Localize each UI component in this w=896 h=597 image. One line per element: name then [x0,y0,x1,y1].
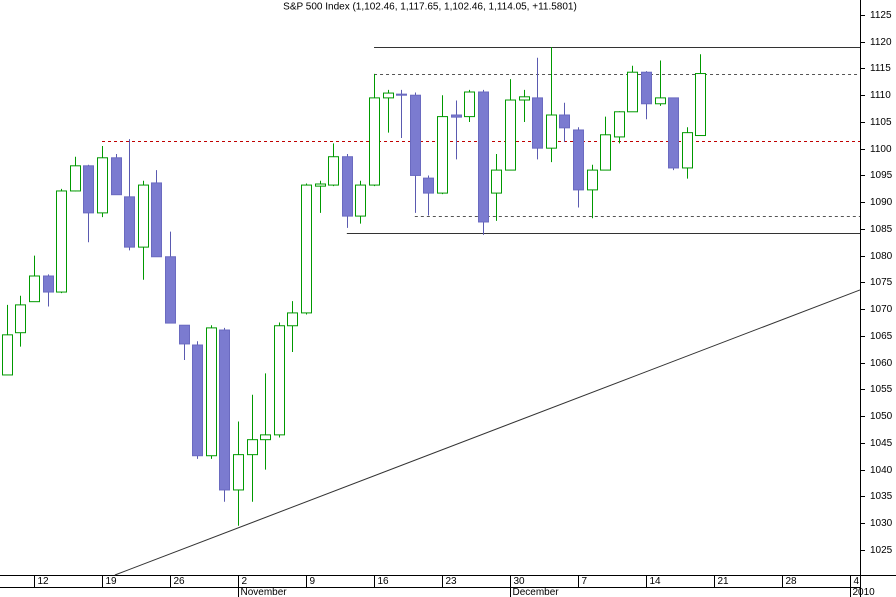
x-tick-label: 7 [582,576,588,587]
y-tick-label: 1045 [870,438,893,449]
candle-body-up [97,157,108,214]
trendline [114,289,861,576]
y-tick-label: 1100 [870,144,892,155]
candle-body-down [83,165,94,214]
candle-body-up [15,304,26,334]
y-tick-label: 1055 [870,384,893,395]
y-tick-label: 1050 [870,411,893,422]
candle-body-up [519,96,530,101]
y-tick-label: 1040 [870,465,893,476]
x-tick-label: 14 [650,576,662,587]
candle-body-up [627,71,638,113]
candle-body-up [247,439,258,456]
candle-body-down [641,71,652,105]
candle-body-up [2,334,13,376]
candle-body-down [165,256,176,324]
x-tick-label: 16 [378,576,390,587]
candle-body-up [491,169,502,194]
candle-body-down [559,114,570,129]
candle-body-up [301,184,312,314]
candle-body-up [464,91,475,118]
candle-body-down [111,157,122,196]
y-tick-label: 1025 [870,545,893,556]
month-label: 2010 [853,587,876,597]
candle-body-up [138,184,149,248]
candle-body-up [56,190,67,293]
month-label: December [513,587,560,597]
candle-body-down [124,196,135,248]
y-tick-label: 1070 [870,304,893,315]
y-tick-label: 1095 [870,170,893,181]
x-tick-label: 9 [310,576,316,587]
candle-body-up [328,156,339,186]
candle-body-down [43,275,54,293]
candle-body-down [573,129,584,191]
x-tick-label: 19 [106,576,118,587]
y-tick-label: 1105 [870,117,892,128]
candle-body-up [355,184,366,217]
y-tick-label: 1080 [870,251,893,262]
y-tick-label: 1060 [870,358,893,369]
candle-body-up [29,275,40,303]
y-tick-label: 1075 [870,277,893,288]
candle-body-up [614,111,625,138]
candle-body-up [437,116,448,194]
candle-body-up [600,134,611,171]
candle-body-up [695,73,706,137]
candle-body-up [70,165,81,192]
chart-title: S&P 500 Index (1,102.46, 1,117.65, 1,102… [283,2,577,13]
candle-body-up [287,312,298,327]
x-tick-label: 30 [514,576,526,587]
x-tick-label: 4 [854,576,860,587]
candle-body-up [505,99,516,171]
candle-body-up [682,132,693,169]
x-tick-label: 26 [174,576,186,587]
candle-body-down [532,97,543,149]
candle-body-up [655,97,666,105]
y-tick-label: 1120 [870,37,892,48]
month-label: November [241,587,288,597]
candle-body-up [274,325,285,436]
candle-body-down [151,182,162,258]
candle-body-down [396,93,407,96]
candle-body-up [233,454,244,491]
x-tick-label: 21 [718,576,730,587]
y-tick-label: 1030 [870,518,893,529]
y-tick-label: 1090 [870,197,893,208]
y-tick-label: 1115 [870,63,891,74]
x-tick-label: 12 [38,576,50,587]
y-tick-label: 1110 [870,90,891,101]
candle-body-down [410,94,421,176]
candle-body-down [342,156,353,217]
candle-body-up [383,92,394,99]
y-tick-label: 1035 [870,491,893,502]
candle-body-down [423,177,434,194]
candle-body-down [179,324,190,345]
x-tick-label: 2 [242,576,248,587]
candle-body-up [546,114,557,149]
x-tick-label: 28 [786,576,798,587]
y-tick-label: 1065 [870,331,893,342]
candle-body-up [315,183,326,187]
candle-body-up [260,434,271,441]
candle-body-down [478,91,489,223]
candle-body-down [192,344,203,457]
x-tick-label: 23 [446,576,458,587]
y-tick-label: 1085 [870,224,893,235]
candle-body-up [587,169,598,191]
candle-body-down [668,97,679,169]
candle-body-up [369,97,380,186]
candle-body-down [451,114,462,118]
y-tick-label: 1125 [870,10,892,21]
candle-body-up [206,327,217,457]
candle-body-down [219,329,230,491]
